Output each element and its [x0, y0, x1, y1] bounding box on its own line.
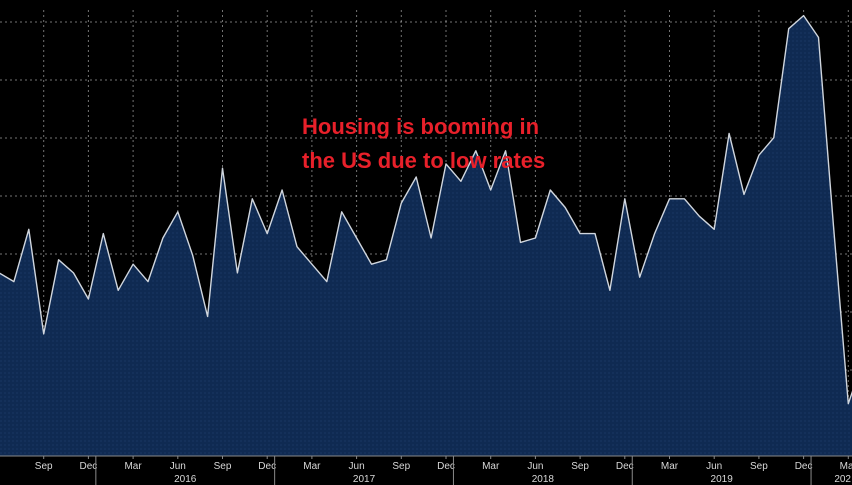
x-tick-label: Sep [571, 461, 589, 472]
x-tick-label: Jun [170, 461, 186, 472]
x-tick-label: Jun [349, 461, 365, 472]
series-area [0, 15, 852, 456]
x-tick-label: Mar [482, 461, 500, 472]
x-tick-label: Mar [661, 461, 679, 472]
x-axis: Sep Dec Mar Jun Sep Dec Mar Jun Sep Dec Mar Jun Sep D… [0, 455, 852, 485]
year-label: 202 [834, 474, 851, 485]
x-tick-label: Mar [124, 461, 142, 472]
x-tick-label: Dec [616, 461, 634, 472]
x-tick-label: Sep [392, 461, 410, 472]
x-tick-label: Dec [80, 461, 98, 472]
annotation-line-2: the US due to low rates [302, 148, 546, 173]
year-label: 2016 [174, 474, 197, 485]
x-tick-label: Sep [750, 461, 768, 472]
x-tick-label: Sep [35, 461, 53, 472]
x-tick-label: Mar [840, 461, 852, 472]
x-tick-label: Sep [214, 461, 232, 472]
year-label: 2018 [532, 474, 555, 485]
x-tick-label: Dec [795, 461, 813, 472]
year-label: 2017 [353, 474, 376, 485]
x-tick-label: Dec [437, 461, 455, 472]
x-tick-label: Mar [303, 461, 321, 472]
annotation-line-1: Housing is booming in [302, 114, 540, 139]
x-tick-label: Dec [258, 461, 276, 472]
series-line [0, 14, 852, 405]
year-label: 2019 [711, 474, 734, 485]
chart-annotation: Housing is booming in the US due to low … [302, 110, 632, 178]
x-tick-label: Jun [706, 461, 722, 472]
x-tick-label: Jun [527, 461, 543, 472]
